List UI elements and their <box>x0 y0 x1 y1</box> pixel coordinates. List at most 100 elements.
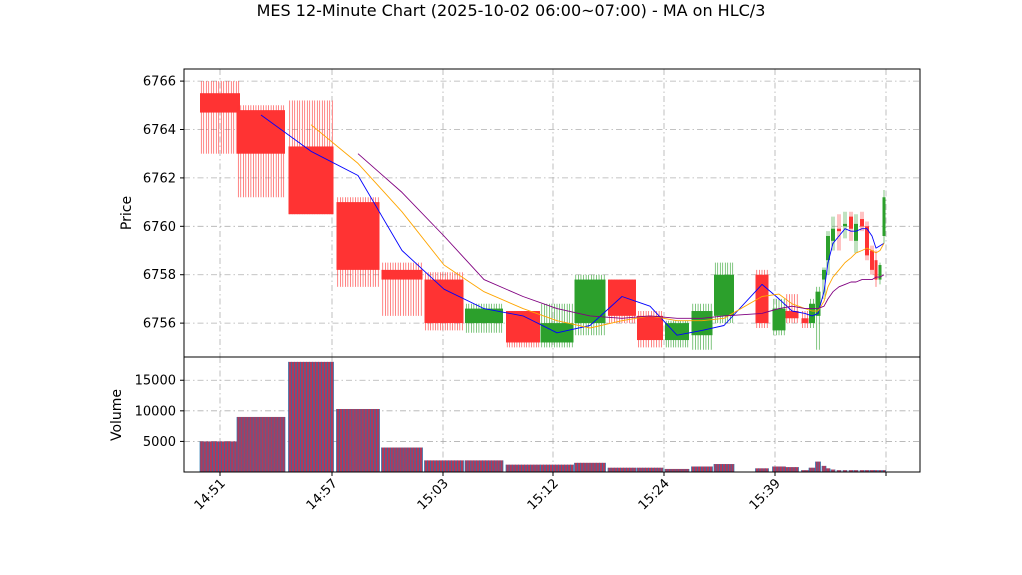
candle-body <box>200 93 240 113</box>
volume-bar-fill <box>822 465 826 472</box>
candle <box>465 303 503 333</box>
x-tick-label: 15:12 <box>525 476 562 513</box>
price-tick-label: 6764 <box>143 123 176 138</box>
volume-bar <box>336 408 380 472</box>
candle-body <box>665 323 689 341</box>
candle-body <box>874 260 878 280</box>
volume-bar-fill <box>878 470 882 472</box>
candle <box>878 262 882 285</box>
volume-bar <box>772 466 786 472</box>
volume-bar <box>574 462 606 472</box>
candle-body <box>882 197 886 236</box>
candle <box>860 211 864 232</box>
candle <box>714 262 734 324</box>
volume-bar <box>199 441 241 472</box>
x-tick-label: 14:57 <box>304 476 341 513</box>
candle <box>865 221 869 261</box>
candle-body <box>865 226 869 256</box>
volume-bar <box>424 460 464 472</box>
volume-bar <box>464 460 504 472</box>
volume-bar <box>505 464 541 472</box>
chart-title: MES 12-Minute Chart (2025-10-02 06:00~07… <box>257 1 766 20</box>
volume-bar <box>607 467 637 472</box>
candle <box>831 216 835 251</box>
candle-body <box>831 228 835 241</box>
ma-line <box>260 114 885 336</box>
volume-y-label: Volume <box>109 389 125 441</box>
x-tick-label: 15:24 <box>636 476 673 513</box>
candle <box>336 197 380 287</box>
candle <box>772 298 786 336</box>
candle-body <box>424 279 464 324</box>
candle <box>809 298 815 328</box>
volume-bar-fill <box>870 470 874 472</box>
candle <box>608 279 636 324</box>
price-tick-label: 6756 <box>143 317 176 332</box>
candle <box>381 262 423 316</box>
candle <box>691 303 713 350</box>
volume-y-ticks: 5000 10000 15000 <box>135 374 184 450</box>
candle-body <box>608 279 636 316</box>
volume-bar-fill <box>691 466 713 472</box>
price-tick-label: 6762 <box>143 171 176 186</box>
volume-bar-fill <box>831 469 835 472</box>
volume-bar-fill <box>849 470 853 472</box>
volume-bar <box>381 447 423 472</box>
x-tick-label: 15:03 <box>415 476 452 513</box>
candle <box>200 81 240 154</box>
volume-bar <box>821 465 827 472</box>
volume-panel-frame <box>183 356 921 473</box>
candle <box>874 250 878 287</box>
volume-bar <box>825 468 831 472</box>
candle-body <box>237 110 285 154</box>
candle-body <box>849 216 853 229</box>
volume-bars <box>199 361 886 472</box>
price-tick-label: 6758 <box>143 268 176 283</box>
candle <box>506 311 540 348</box>
volume-bar-fill <box>854 470 858 472</box>
volume-panel: 5000 10000 15000 Volume <box>109 356 921 473</box>
volume-bar-fill <box>826 468 830 472</box>
candle-body <box>801 318 809 324</box>
price-tick-label: 6760 <box>143 220 176 235</box>
candle-body <box>837 228 841 232</box>
volume-bar <box>808 467 816 472</box>
candle-body <box>822 269 826 280</box>
candle-body <box>336 202 380 270</box>
volume-tick-label: 15000 <box>135 374 176 389</box>
candle-body <box>809 303 815 324</box>
candle-body <box>785 311 799 319</box>
candle-body <box>381 269 423 280</box>
volume-bar <box>288 361 334 472</box>
volume-bar <box>236 416 286 472</box>
candle-body <box>637 315 663 341</box>
price-candles <box>200 81 886 350</box>
candle <box>837 214 841 251</box>
volume-bar-fill <box>843 470 847 472</box>
candle <box>815 286 821 350</box>
candle-body <box>714 274 734 316</box>
volume-bar-fill <box>874 470 878 472</box>
volume-bar-fill <box>865 470 869 472</box>
volume-bar <box>815 461 821 472</box>
x-axis: 14:51 14:57 15:03 15:12 15:24 15:39 <box>192 472 887 513</box>
candle-body <box>860 219 864 227</box>
volume-bar-fill <box>424 460 464 472</box>
candle <box>849 211 853 241</box>
volume-bar-fill <box>506 464 540 472</box>
candle <box>424 272 464 331</box>
volume-bar-fill <box>860 470 864 472</box>
volume-bar-fill <box>882 470 886 472</box>
volume-bar-fill <box>288 361 334 472</box>
candle <box>665 320 689 348</box>
candle-body <box>870 250 874 270</box>
candle <box>882 190 886 244</box>
candle-body <box>843 223 847 227</box>
candle <box>854 214 858 253</box>
price-y-label: Price <box>119 196 135 230</box>
volume-bar <box>691 466 713 472</box>
volume-tick-label: 5000 <box>143 435 176 450</box>
volume-bar <box>636 467 664 472</box>
candle <box>574 274 606 336</box>
volume-bar-fill <box>608 467 636 472</box>
